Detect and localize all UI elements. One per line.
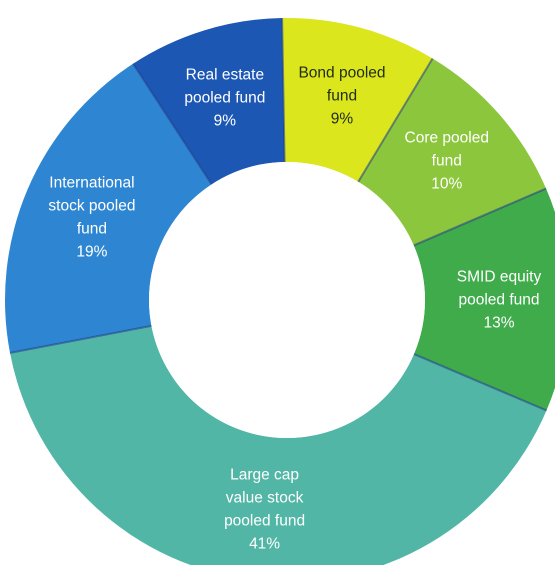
slice-name-line: Bond pooled: [298, 64, 385, 81]
slice-value-label: 9%: [331, 110, 354, 127]
slice-label-4: International stock pooled fund 19%: [48, 174, 135, 260]
slice-4: [5, 63, 212, 353]
dividers-group: [9, 18, 547, 412]
slice-label-0: Bond pooled fund 9%: [298, 64, 385, 127]
slice-value-label: 10%: [431, 176, 462, 193]
labels-group: Bond pooled fund 9% Core pooled fund 10% SMID …: [48, 64, 541, 552]
slice-divider-3: [413, 353, 547, 412]
slice-name-line: value stock: [226, 489, 304, 506]
slice-name-line: pooled fund: [458, 292, 539, 309]
slice-value-label: 13%: [483, 315, 514, 332]
slice-2: [413, 188, 555, 411]
slice-name-line: International: [49, 174, 134, 191]
slice-divider-1: [357, 57, 434, 183]
slice-3: [9, 325, 547, 565]
slice-divider-5: [132, 63, 213, 185]
slice-divider-0: [281, 18, 286, 163]
slice-name-line: SMID equity: [457, 269, 542, 286]
slice-value-label: 19%: [76, 243, 107, 260]
slices-group: [5, 18, 555, 565]
slice-name-line: fund: [77, 220, 107, 237]
slice-name-line: Core pooled: [405, 130, 489, 147]
slice-label-2: SMID equity pooled fund 13%: [457, 269, 542, 332]
slice-name-line: Real estate: [186, 66, 264, 83]
slice-divider-2: [413, 187, 547, 247]
slice-name-line: Large cap: [230, 466, 299, 483]
slice-name-line: fund: [432, 153, 462, 170]
slice-name-line: pooled fund: [224, 512, 305, 529]
slice-0: [282, 18, 433, 182]
slice-divider-4: [9, 324, 152, 354]
slice-name-line: stock pooled: [48, 197, 135, 214]
slice-name-line: pooled fund: [184, 89, 265, 106]
slice-name-line: fund: [327, 87, 357, 104]
slice-label-1: Core pooled fund 10%: [405, 130, 489, 193]
donut-hole: [149, 162, 425, 438]
slice-label-3: Large cap value stock pooled fund 41%: [224, 466, 305, 552]
slice-value-label: 9%: [214, 112, 237, 129]
slice-5: [133, 18, 285, 185]
slice-value-label: 41%: [249, 535, 280, 552]
slice-label-5: Real estate pooled fund 9%: [184, 66, 265, 129]
